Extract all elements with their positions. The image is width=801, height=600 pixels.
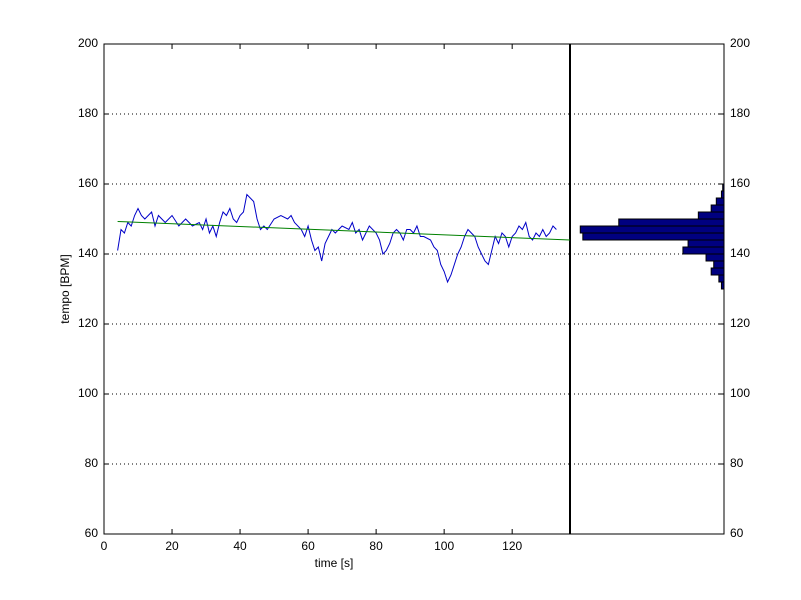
y-tick-label: 60 xyxy=(730,526,744,540)
y-tick-label: 140 xyxy=(730,246,750,260)
y-tick-label: 140 xyxy=(78,246,98,260)
y-tick-label: 160 xyxy=(730,176,750,190)
x-tick-label: 60 xyxy=(301,539,315,553)
data-line xyxy=(117,193,557,284)
histogram-bar xyxy=(715,197,725,206)
histogram-bar xyxy=(579,225,725,234)
histogram-bar xyxy=(705,253,725,262)
y-tick-label: 100 xyxy=(730,386,750,400)
x-tick-label: 80 xyxy=(369,539,383,553)
x-tick-label: 120 xyxy=(502,539,522,553)
histogram-bar xyxy=(687,239,725,248)
y-tick-label: 180 xyxy=(78,106,98,120)
y-tick-label: 120 xyxy=(730,316,750,330)
x-axis-label: time [s] xyxy=(315,556,354,570)
y-tick-label: 80 xyxy=(730,456,744,470)
x-tick-label: 40 xyxy=(233,539,247,553)
y-tick-label: 80 xyxy=(85,456,99,470)
y-tick-label: 180 xyxy=(730,106,750,120)
histogram-bar xyxy=(582,232,725,241)
y-tick-label: 200 xyxy=(730,36,750,50)
axes-frame xyxy=(103,43,725,535)
y-tick-label: 60 xyxy=(85,526,99,540)
y-tick-label: 120 xyxy=(78,316,98,330)
x-tick-label: 20 xyxy=(165,539,179,553)
histogram-bar xyxy=(720,281,725,290)
x-tick-label: 0 xyxy=(101,539,108,553)
histogram-bar xyxy=(713,260,725,269)
y-tick-label: 160 xyxy=(78,176,98,190)
y-tick-label: 100 xyxy=(78,386,98,400)
histogram-bar xyxy=(720,190,725,199)
histogram-bar xyxy=(682,246,725,255)
histogram-bar xyxy=(710,204,725,213)
histogram-bar xyxy=(718,274,725,283)
histogram-bar xyxy=(618,218,725,227)
data-line xyxy=(117,220,571,241)
y-axis-label: tempo [BPM] xyxy=(58,254,72,323)
x-tick-label: 100 xyxy=(434,539,454,553)
histogram-bar xyxy=(697,211,725,220)
histogram-bar xyxy=(710,267,725,276)
y-tick-label: 200 xyxy=(78,36,98,50)
histogram-bar xyxy=(722,183,725,192)
